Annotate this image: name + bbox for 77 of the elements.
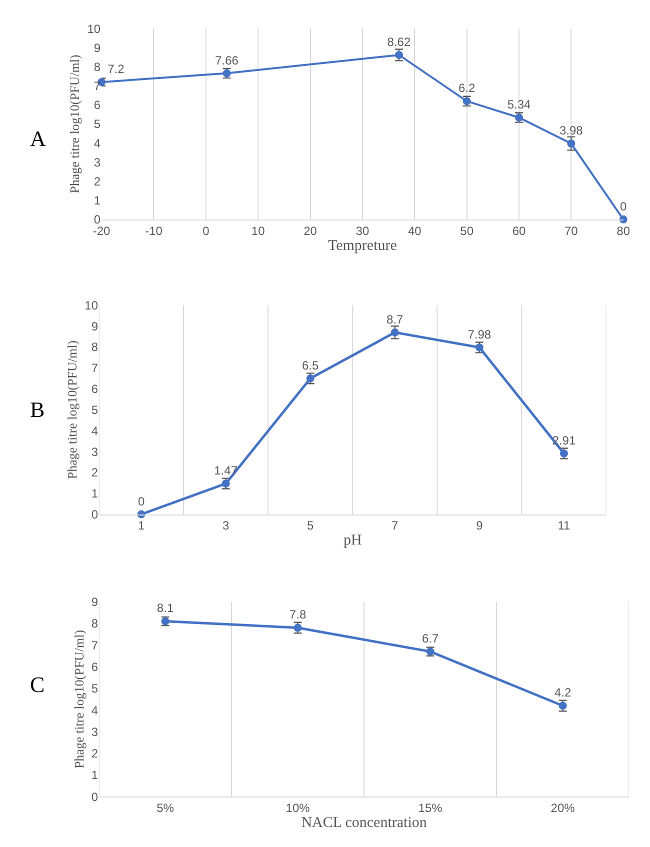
data-label: 8.7 bbox=[386, 312, 404, 326]
data-label: 6.2 bbox=[458, 81, 476, 96]
y-tick-label: 2 bbox=[91, 746, 98, 761]
y-tick-label: 8 bbox=[94, 60, 101, 74]
y-tick-label: 3 bbox=[91, 724, 98, 739]
x-axis-title: Tempreture bbox=[328, 238, 398, 254]
y-tick-label: 3 bbox=[91, 444, 98, 459]
data-label: 8.62 bbox=[387, 34, 411, 49]
x-tick-label: 20 bbox=[304, 224, 318, 238]
y-tick-label: 9 bbox=[94, 40, 101, 55]
point bbox=[567, 140, 576, 148]
y-tick-label: 4 bbox=[91, 424, 98, 438]
x-tick-label: 3 bbox=[222, 518, 230, 533]
text: B bbox=[30, 397, 45, 422]
y-tick-label: 8 bbox=[91, 340, 98, 354]
x-tick-label: 0 bbox=[202, 224, 210, 238]
y-tick-label: 0 bbox=[91, 790, 98, 804]
y-tick-label: 10 bbox=[87, 22, 101, 36]
x-tick-label: 1 bbox=[138, 518, 145, 533]
y-tick-label: 1 bbox=[94, 194, 101, 208]
x-axis-title: pH bbox=[343, 532, 362, 549]
x-tick-label: 5 bbox=[307, 518, 314, 533]
x-tick-label: 9 bbox=[476, 518, 484, 533]
y-tick-label: 4 bbox=[91, 703, 98, 718]
y-tick-label: 5 bbox=[94, 117, 101, 132]
data-label: 0 bbox=[138, 494, 145, 508]
data-label: 4.2 bbox=[554, 686, 572, 700]
x-tick-label: 70 bbox=[564, 224, 578, 238]
x-tick-label: 80 bbox=[616, 224, 630, 238]
y-tick-label: 6 bbox=[91, 382, 98, 396]
x-tick-label: 11 bbox=[558, 518, 571, 533]
y-tick-label: 6 bbox=[91, 660, 98, 674]
data-label: 8.1 bbox=[156, 601, 174, 616]
x-tick-label: 40 bbox=[408, 224, 422, 238]
data-label: 7.98 bbox=[468, 327, 492, 342]
y-tick-label: 8 bbox=[91, 616, 98, 631]
y-tick-label: 0 bbox=[91, 507, 98, 522]
x-tick-label: 20% bbox=[550, 801, 576, 816]
y-tick-label: 2 bbox=[91, 466, 98, 480]
y-tick-label: 7 bbox=[94, 79, 101, 94]
y-tick-label: 4 bbox=[94, 136, 101, 150]
y-tick-label: 3 bbox=[94, 155, 101, 170]
y-tick-label: 6 bbox=[94, 98, 101, 112]
y-tick-label: 7 bbox=[91, 638, 98, 652]
y-tick-label: 1 bbox=[91, 486, 98, 501]
y-tick-label: 1 bbox=[91, 768, 98, 782]
y-tick-label: 9 bbox=[91, 594, 98, 609]
data-label: 3.98 bbox=[559, 124, 584, 138]
x-axis-title: NACL concentration bbox=[301, 815, 428, 832]
y-tick-label: 2 bbox=[94, 174, 101, 188]
y-tick-label: 5 bbox=[91, 402, 98, 417]
y-tick-label: 7 bbox=[91, 361, 98, 376]
data-label: 7.8 bbox=[289, 608, 306, 622]
x-tick-label: 10 bbox=[251, 224, 266, 238]
x-tick-label: 30 bbox=[356, 224, 370, 238]
y-axis-title: Phage titre log10(PFU/ml) bbox=[67, 54, 82, 194]
data-label: 6.5 bbox=[302, 358, 320, 372]
x-tick-label: 10% bbox=[286, 801, 310, 816]
y-tick-label: 9 bbox=[91, 319, 98, 334]
x-tick-label: 15% bbox=[418, 801, 443, 816]
data-label: 0 bbox=[620, 199, 627, 214]
x-tick-label: -10 bbox=[145, 224, 163, 238]
data-label: 7.66 bbox=[215, 53, 239, 68]
x-tick-label: 50 bbox=[460, 224, 474, 238]
y-tick-label: 5 bbox=[91, 682, 98, 696]
data-label: 6.7 bbox=[422, 632, 439, 646]
text: A bbox=[30, 126, 46, 151]
data-label: 7.2 bbox=[108, 62, 125, 76]
y-axis-title: Phage titre log10(PFU/ml) bbox=[71, 630, 86, 769]
text: C bbox=[30, 672, 45, 697]
x-tick-label: 7 bbox=[392, 518, 399, 533]
x-tick-label: 5% bbox=[156, 801, 174, 816]
data-label: 5.34 bbox=[507, 98, 531, 112]
x-tick-label: 60 bbox=[512, 224, 526, 238]
y-axis-title: Phage titre log10(PFU/ml) bbox=[64, 340, 80, 480]
point bbox=[619, 215, 628, 224]
y-tick-label: 10 bbox=[84, 298, 98, 312]
